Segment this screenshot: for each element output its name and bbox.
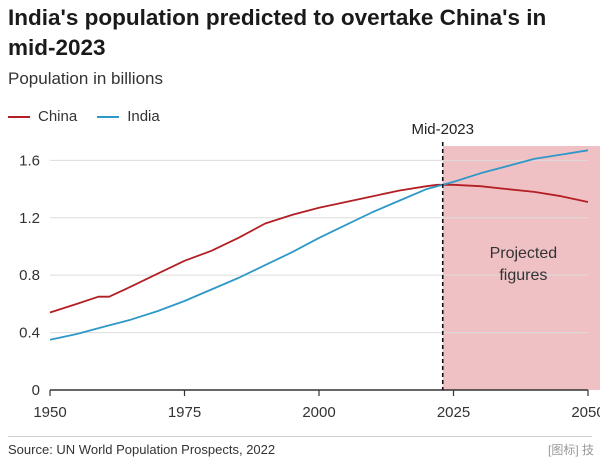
- projection-label: Projected: [490, 245, 558, 262]
- chart-legend: China India: [8, 108, 180, 125]
- legend-item-india: India: [97, 108, 160, 125]
- y-tick-label: 0: [32, 382, 40, 399]
- chart-title: India's population predicted to overtake…: [8, 5, 547, 60]
- legend-item-china: China: [8, 108, 77, 125]
- x-tick-label: 2050: [571, 404, 600, 421]
- legend-swatch-china: [8, 115, 30, 118]
- y-tick-label: 1.6: [19, 152, 40, 169]
- marker-label: Mid-2023: [411, 121, 474, 138]
- series-line-china: [49, 183, 589, 314]
- series-line-india: [49, 149, 589, 341]
- chart-subtitle: Population in billions: [8, 69, 163, 88]
- projection-label: figures: [499, 267, 547, 284]
- x-tick-label: 1950: [33, 404, 66, 421]
- x-tick-label: 2025: [437, 404, 470, 421]
- y-tick-label: 0.4: [19, 325, 40, 342]
- projection-region: [442, 146, 600, 390]
- x-tick-label: 1975: [168, 404, 201, 421]
- source-divider: [8, 436, 592, 437]
- legend-label-india: India: [127, 108, 160, 125]
- watermark: [图标] 技: [547, 443, 594, 457]
- source-note: Source: UN World Population Prospects, 2…: [8, 442, 276, 457]
- y-tick-label: 1.2: [19, 210, 40, 227]
- legend-label-china: China: [38, 108, 78, 125]
- x-tick-label: 2000: [302, 404, 335, 421]
- legend-swatch-india: [97, 115, 120, 118]
- y-tick-label: 0.8: [19, 267, 40, 284]
